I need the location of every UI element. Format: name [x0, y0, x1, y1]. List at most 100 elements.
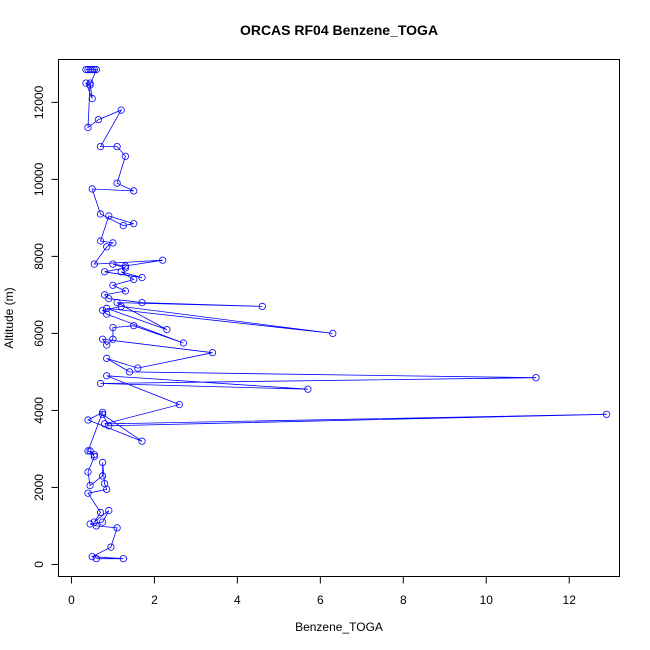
plot-frame: [58, 59, 620, 577]
data-point: [117, 302, 125, 310]
data-point: [163, 325, 171, 334]
x-tick-label: 6: [317, 593, 324, 607]
data-point: [92, 555, 100, 563]
data-point: [99, 306, 107, 314]
data-point: [119, 555, 127, 563]
data-point: [90, 451, 98, 459]
data-point: [179, 339, 187, 347]
data-point: [103, 310, 111, 318]
data-point: [138, 273, 146, 282]
data-point: [117, 106, 125, 114]
data-point: [103, 341, 111, 349]
y-tick-label: 4000: [32, 397, 46, 424]
data-point: [117, 268, 125, 276]
data-point: [99, 518, 107, 526]
y-tick-label: 2000: [32, 474, 46, 501]
data-point: [88, 553, 96, 561]
series-layer: [82, 66, 611, 563]
data-point: [105, 506, 113, 515]
data-point: [159, 256, 167, 264]
data-point: [96, 237, 105, 245]
x-axis-label: Benzene_TOGA: [295, 620, 383, 634]
data-point: [90, 518, 98, 526]
data-point: [99, 335, 107, 343]
data-point: [84, 123, 92, 132]
data-point: [109, 260, 117, 268]
data-point: [175, 400, 183, 409]
data-point: [88, 185, 96, 193]
data-point: [90, 260, 98, 268]
data-point: [109, 239, 117, 247]
data-point: [92, 522, 100, 530]
data-point: [103, 485, 111, 493]
y-axis-label: Altitude (m): [2, 287, 16, 348]
data-point: [88, 66, 96, 74]
data-point: [105, 422, 113, 430]
data-point: [101, 268, 109, 276]
data-point: [138, 298, 146, 307]
data-point: [125, 368, 134, 376]
data-point: [103, 372, 111, 380]
y-tick-label: 10000: [32, 162, 46, 196]
data-point: [96, 143, 105, 151]
x-tick-label: 4: [234, 593, 241, 607]
data-point: [138, 437, 146, 445]
data-point: [113, 298, 121, 307]
data-point: [84, 447, 92, 455]
data-point: [208, 349, 217, 357]
data-point: [99, 408, 107, 416]
data-point: [101, 291, 109, 299]
data-point: [86, 447, 94, 455]
data-point: [121, 262, 130, 270]
data-point: [88, 94, 96, 103]
data-point: [90, 66, 98, 74]
data-point: [109, 335, 117, 343]
data-point: [119, 222, 127, 230]
data-point: [602, 410, 611, 418]
data-point: [86, 79, 94, 87]
data-point: [130, 275, 138, 284]
data-point: [99, 458, 107, 466]
data-point: [113, 524, 121, 532]
y-tick-label: 0: [32, 561, 46, 568]
data-point: [130, 322, 138, 330]
data-point: [84, 416, 92, 424]
data-point: [103, 354, 111, 362]
y-tick-label: 8000: [32, 243, 46, 270]
data-point: [109, 281, 117, 289]
data-point: [96, 508, 105, 517]
data-point: [329, 329, 337, 337]
data-point: [130, 220, 138, 228]
data-point: [90, 452, 98, 461]
data-point: [96, 210, 105, 218]
data-point: [92, 66, 100, 74]
data-point: [532, 374, 540, 382]
data-point: [96, 379, 105, 388]
data-point: [304, 385, 312, 393]
data-point: [84, 489, 92, 497]
data-point: [84, 468, 92, 476]
data-point: [113, 179, 121, 187]
data-point: [121, 287, 130, 295]
x-tick-label: 10: [480, 593, 494, 607]
data-point: [258, 302, 266, 310]
data-point: [130, 187, 138, 195]
data-point: [99, 410, 107, 418]
y-tick-label: 6000: [32, 320, 46, 347]
x-tick-label: 8: [400, 593, 407, 607]
data-point: [105, 212, 113, 220]
x-tick-label: 2: [151, 593, 158, 607]
data-point: [101, 420, 109, 428]
y-tick-label: 12000: [32, 85, 46, 119]
data-point: [82, 79, 90, 87]
data-point: [107, 543, 115, 551]
data-point: [109, 323, 117, 332]
data-point: [99, 472, 107, 480]
data-point: [86, 481, 94, 490]
data-point: [121, 264, 130, 272]
x-tick-label: 12: [563, 593, 577, 607]
data-point: [105, 295, 113, 303]
data-point: [121, 152, 130, 160]
series-line: [85, 69, 607, 560]
